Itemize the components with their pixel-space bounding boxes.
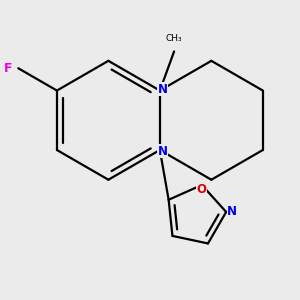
Text: CH₃: CH₃ — [166, 34, 182, 43]
Text: N: N — [158, 83, 168, 96]
Text: O: O — [197, 183, 207, 196]
Text: N: N — [227, 206, 237, 218]
Text: F: F — [4, 62, 12, 75]
Text: N: N — [158, 145, 168, 158]
